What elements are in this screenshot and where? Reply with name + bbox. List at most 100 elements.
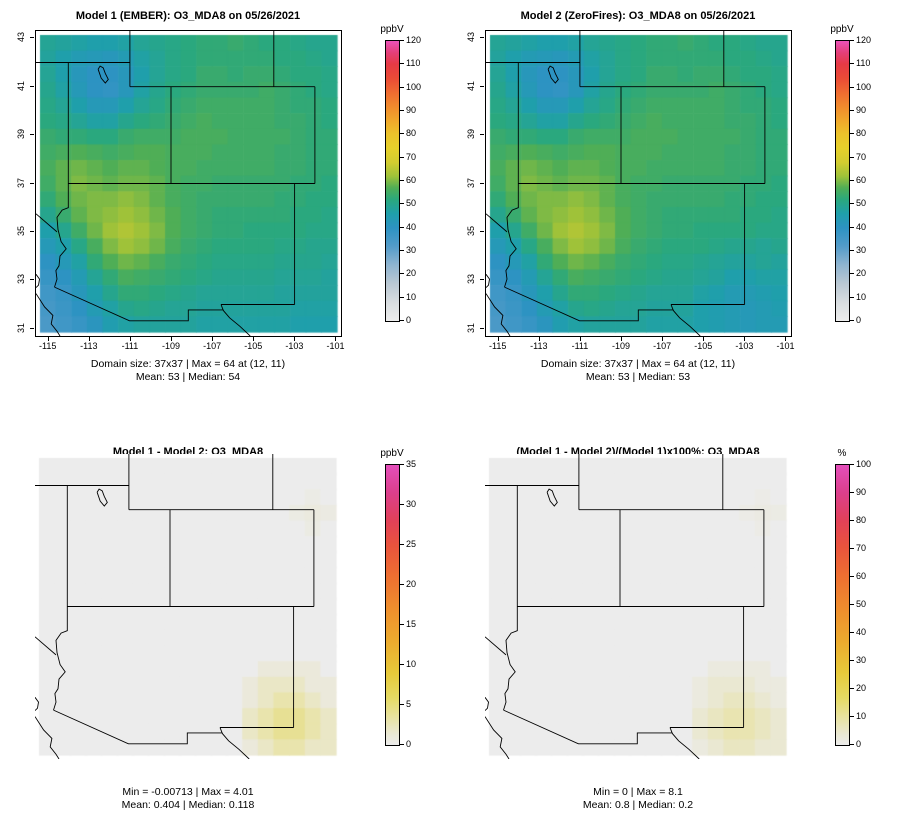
- colorbar-tick-mark: [400, 704, 404, 705]
- colorbar-tick-mark: [400, 203, 404, 205]
- lon-tick-label: -113: [530, 341, 548, 351]
- colorbar-tick-label: 100: [856, 81, 872, 92]
- state-boundaries-overlay: [35, 454, 315, 759]
- panel-stats: Domain size: 37x37 | Max = 64 at (12, 11…: [450, 358, 826, 384]
- state-boundary-line: [486, 293, 511, 336]
- colorbar-tick-label: 120: [406, 35, 422, 45]
- colorbar-tick-label: 30: [856, 245, 867, 255]
- colorbar-tick-label: 110: [856, 58, 871, 69]
- panel-difference: Model 1 - Model 2: O3_MDA8 ppbV Min = -0…: [0, 420, 450, 840]
- state-boundary-line: [485, 636, 507, 656]
- lat-tick-label: 33: [466, 274, 476, 285]
- lat-tick-label: 39: [466, 129, 476, 140]
- colorbar-tick-mark: [850, 492, 854, 493]
- map-plot-area: [35, 30, 342, 337]
- state-boundary-line: [219, 727, 250, 759]
- stats-line-2: Mean: 53 | Median: 54: [135, 371, 241, 383]
- lat-tick-mark: [30, 134, 34, 136]
- state-boundary-line: [504, 183, 519, 288]
- colorbar-tick-mark: [400, 744, 404, 745]
- stats-line-1: Domain size: 37x37 | Max = 64 at (12, 11…: [90, 358, 286, 370]
- lon-tick-mark: [294, 337, 296, 341]
- state-boundary-line: [485, 697, 489, 711]
- stats-line-2: Mean: 0.8 | Median: 0.2: [582, 799, 694, 811]
- lon-tick-mark: [497, 337, 499, 341]
- colorbar-tick-mark: [850, 296, 854, 298]
- lon-tick-label: -111: [121, 341, 139, 351]
- colorbar-tick-mark: [850, 576, 854, 577]
- colorbar-tick-label: 100: [406, 81, 422, 92]
- lon-tick-label: -107: [203, 341, 222, 351]
- colorbar-tick-mark: [400, 110, 404, 111]
- stats-line-2: Mean: 53 | Median: 53: [585, 371, 691, 383]
- colorbar-tick-label: 100: [856, 459, 872, 469]
- lon-tick-mark: [621, 337, 623, 341]
- panel-model1: Model 1 (EMBER): O3_MDA8 on 05/26/2021 p…: [0, 0, 450, 420]
- lat-tick-mark: [480, 134, 484, 136]
- colorbar-tick-mark: [850, 133, 854, 135]
- colorbar-tick-mark: [850, 250, 854, 251]
- colorbar: [385, 464, 400, 746]
- colorbar-tick-mark: [400, 226, 404, 228]
- state-boundary-line: [54, 183, 69, 288]
- stats-line-2: Mean: 0.404 | Median: 0.118: [121, 799, 255, 811]
- colorbar-tick-mark: [850, 716, 854, 717]
- state-boundary-line: [36, 293, 61, 336]
- panel-title: Model 2 (ZeroFires): O3_MDA8 on 05/26/20…: [520, 10, 756, 22]
- lon-tick-mark: [171, 337, 173, 341]
- lat-tick-label: 35: [16, 225, 26, 236]
- stats-line-1: Domain size: 37x37 | Max = 64 at (12, 11…: [540, 358, 736, 370]
- lon-tick-mark: [212, 337, 214, 341]
- lat-tick-mark: [30, 230, 34, 232]
- colorbar-tick-label: 30: [856, 655, 867, 665]
- colorbar-tick-label: 90: [406, 105, 417, 115]
- lat-tick-mark: [480, 182, 484, 184]
- colorbar-tick-mark: [850, 40, 854, 41]
- lat-tick-label: 33: [16, 274, 26, 285]
- colorbar-tick-label: 20: [856, 268, 867, 279]
- colorbar-tick-label: 90: [856, 105, 867, 115]
- colorbar-tick-label: 120: [856, 35, 872, 45]
- colorbar-tick-label: 10: [856, 711, 867, 721]
- colorbar-tick-label: 50: [406, 198, 417, 209]
- colorbar-tick-label: 90: [856, 487, 867, 497]
- state-boundary-line: [670, 304, 701, 336]
- lon-tick-label: -107: [653, 341, 672, 351]
- colorbar-tick-mark: [850, 632, 854, 633]
- lon-tick-mark: [88, 337, 90, 341]
- colorbar-tick-mark: [400, 320, 404, 321]
- lon-tick-mark: [579, 337, 581, 341]
- colorbar-tick-label: 0: [406, 739, 412, 749]
- state-boundary-line: [53, 606, 68, 711]
- state-boundary-line: [504, 286, 673, 322]
- lon-tick-label: -105: [694, 341, 713, 351]
- colorbar-tick-mark: [400, 156, 404, 158]
- state-boundary-line: [35, 716, 60, 759]
- panel-stats: Domain size: 37x37 | Max = 64 at (12, 11…: [0, 358, 376, 384]
- colorbar-tick-mark: [850, 86, 854, 88]
- colorbar-tick-mark: [850, 320, 854, 321]
- state-boundary-line: [547, 65, 559, 84]
- state-boundary-line: [486, 274, 490, 288]
- lat-tick-mark: [480, 327, 484, 329]
- colorbar-tick-label: 50: [856, 198, 867, 209]
- colorbar-tick-mark: [400, 40, 404, 41]
- lat-tick-mark: [480, 279, 484, 281]
- lon-tick-mark: [703, 337, 705, 341]
- colorbar-tick-mark: [400, 273, 404, 275]
- colorbar-tick-label: 10: [856, 291, 867, 302]
- colorbar-tick-label: 80: [856, 515, 867, 525]
- colorbar-tick-label: 20: [406, 579, 417, 589]
- colorbar-unit-label: ppbV: [380, 24, 404, 35]
- panel-stats: Min = 0 | Max = 8.1 Mean: 0.8 | Median: …: [450, 786, 826, 812]
- state-boundaries-overlay: [485, 454, 765, 759]
- lat-tick-label: 43: [466, 32, 476, 43]
- lat-tick-label: 39: [16, 129, 26, 140]
- state-boundary-line: [503, 606, 518, 711]
- colorbar-tick-mark: [400, 250, 404, 251]
- colorbar-tick-label: 80: [856, 128, 867, 139]
- lat-tick-mark: [30, 182, 34, 184]
- colorbar-tick-mark: [850, 203, 854, 205]
- colorbar-tick-mark: [850, 464, 854, 465]
